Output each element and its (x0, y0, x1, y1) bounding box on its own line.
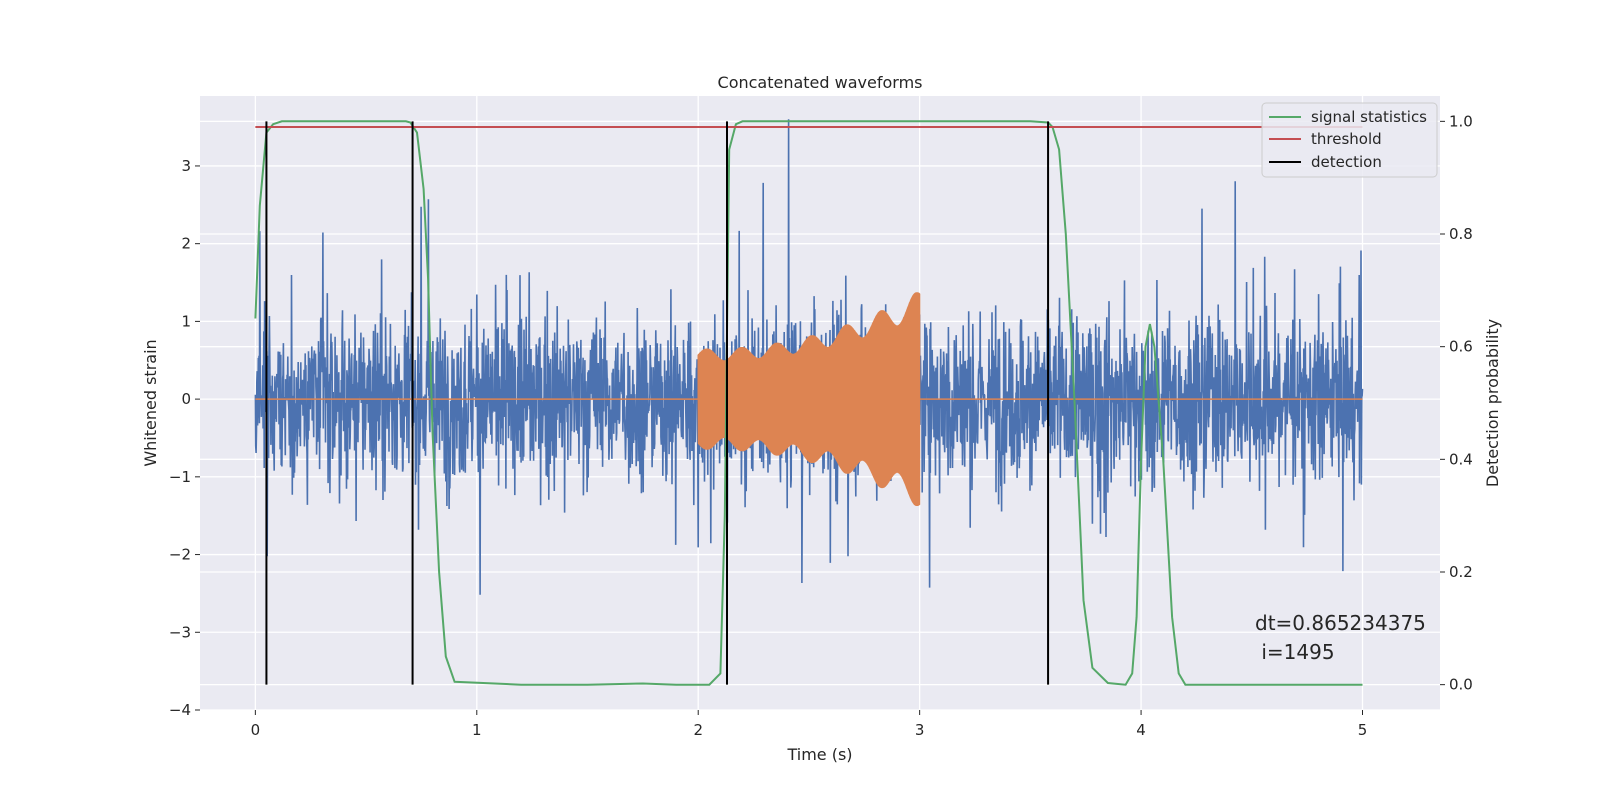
y-tick-label: −1 (169, 468, 191, 486)
signal-statistics-line (254, 120, 1363, 686)
plot-area (254, 119, 1364, 686)
series-detection (265, 121, 1050, 685)
y-tick-label: 3 (181, 157, 191, 175)
y2-ticks: 1.0 0.8 0.6 0.4 0.2 0.0 (1440, 112, 1473, 694)
x-ticks: 0 1 2 3 4 5 (251, 710, 1368, 739)
series-signal-statistics (254, 120, 1363, 686)
legend-label-signal-statistics: signal statistics (1311, 108, 1427, 126)
y-axis-label: Whitened strain (141, 339, 160, 466)
legend: signal statistics threshold detection (1261, 102, 1438, 178)
y-tick-label: −4 (169, 701, 191, 719)
x-tick-label: 5 (1358, 721, 1368, 739)
x-tick-label: 0 (251, 721, 261, 739)
y-tick-label: −3 (169, 623, 191, 641)
legend-box (1261, 102, 1438, 178)
y2-tick-label: 1.0 (1449, 112, 1473, 130)
annotation-i: i=1495 (1255, 640, 1335, 664)
y2-tick-label: 0.6 (1449, 338, 1473, 356)
x-tick-label: 2 (693, 721, 703, 739)
x-tick-label: 3 (915, 721, 925, 739)
y2-axis-label: Detection probability (1483, 319, 1502, 487)
y-tick-label: 2 (181, 235, 191, 253)
y-ticks: 3 2 1 0 −1 −2 −3 −4 (169, 157, 200, 719)
legend-label-detection: detection (1311, 153, 1382, 171)
chart-title: Concatenated waveforms (718, 73, 923, 92)
series-template (255, 292, 1363, 507)
y-tick-label: 1 (181, 312, 191, 330)
y2-tick-label: 0.0 (1449, 676, 1473, 694)
y2-tick-label: 0.4 (1449, 450, 1473, 468)
annotation-dt: dt=0.865234375 (1255, 611, 1426, 635)
template-trace (255, 292, 1363, 507)
y-tick-label: −2 (169, 546, 191, 564)
x-axis-label: Time (s) (786, 745, 852, 764)
legend-label-threshold: threshold (1311, 130, 1382, 148)
y2-tick-label: 0.2 (1449, 563, 1473, 581)
y2-tick-label: 0.8 (1449, 225, 1473, 243)
x-tick-label: 1 (472, 721, 482, 739)
x-tick-label: 4 (1136, 721, 1146, 739)
y-tick-label: 0 (181, 390, 191, 408)
